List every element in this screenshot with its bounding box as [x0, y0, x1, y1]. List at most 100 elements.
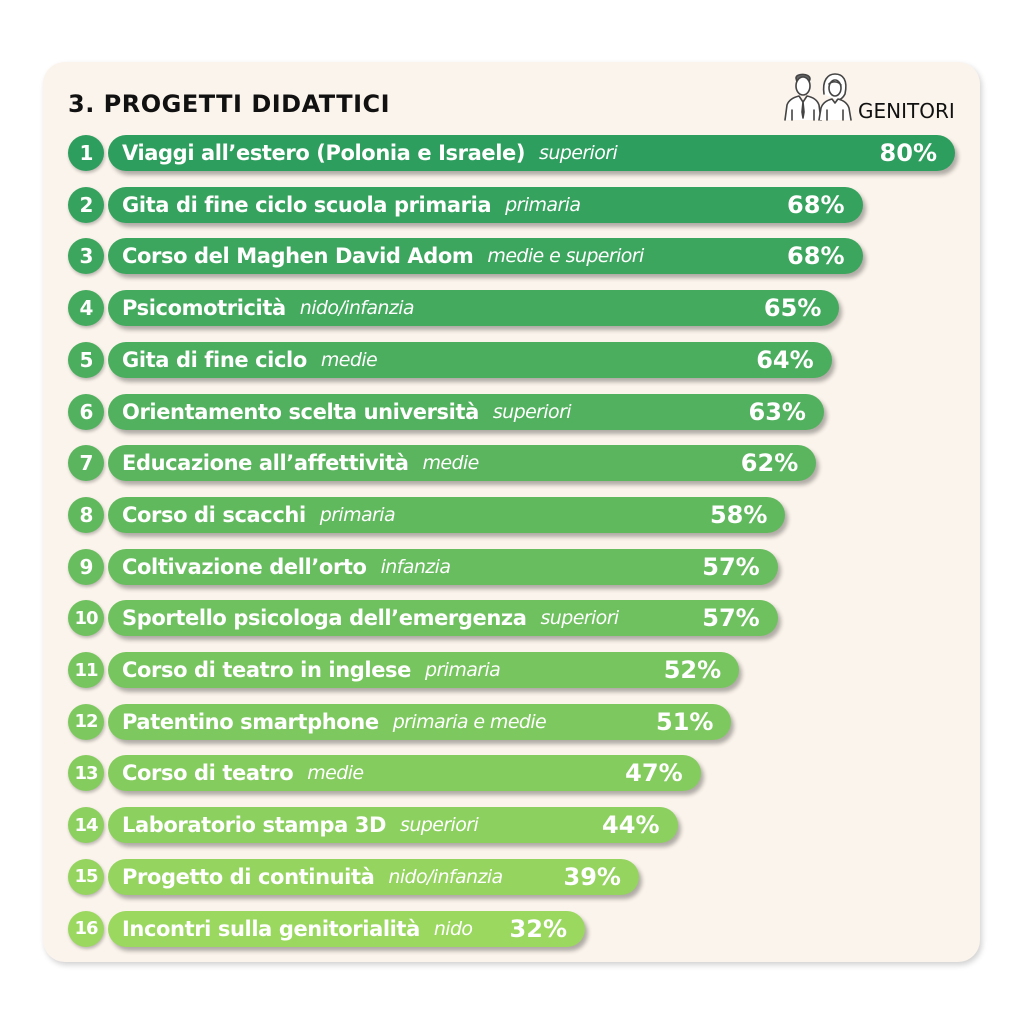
school-level-label: nido	[433, 917, 473, 940]
school-level-label: superiori	[540, 607, 620, 630]
category-label: Laboratorio stampa 3D	[122, 813, 387, 838]
school-level-label: superiori	[492, 400, 572, 423]
chart-title: 3. PROGETTI DIDATTICI	[68, 90, 391, 118]
bar	[108, 135, 955, 171]
bar-text: Corso di scacchi primaria	[122, 497, 396, 533]
bar-text: Gita di fine ciclo medie	[122, 342, 378, 378]
bar-text: Incontri sulla genitorialità nido	[122, 911, 473, 947]
category-label: Corso di scacchi	[122, 502, 306, 527]
bar-text: Gita di fine ciclo scuola primaria primar…	[122, 187, 581, 223]
school-level-label: superiori	[539, 142, 618, 164]
school-level-label: primaria	[505, 193, 581, 216]
value-label: 52%	[663, 656, 722, 684]
value-label: 58%	[709, 500, 768, 529]
school-level-label: primaria e medie	[392, 710, 547, 733]
bar	[108, 393, 824, 430]
bar	[108, 341, 832, 378]
category-label: Sportello psicologa dell’emergenza	[122, 606, 527, 631]
category-label: Psicomotricità	[122, 296, 286, 321]
school-level-label: primaria	[319, 503, 396, 526]
bar	[108, 186, 863, 223]
category-label: Coltivazione dell’orto	[122, 554, 367, 579]
bar	[108, 858, 639, 895]
bar-text: Corso di teatro medie	[122, 755, 364, 791]
bar	[108, 290, 840, 327]
rank-badge: 4	[68, 290, 104, 327]
school-level-label: nido/infanzia	[388, 865, 503, 888]
rank-badge: 15	[68, 858, 104, 895]
category-label: Orientamento scelta università	[122, 399, 479, 424]
bar-text: Patentino smartphone primaria e medie	[122, 704, 547, 740]
school-level-label: infanzia	[380, 555, 451, 578]
bar-text: Coltivazione dell’orto infanzia	[122, 549, 451, 585]
value-label: 64%	[756, 345, 814, 374]
bar	[108, 600, 778, 637]
bar	[108, 703, 732, 740]
school-level-label: medie	[307, 762, 364, 785]
rank-badge: 12	[68, 703, 104, 740]
bar-text: Progetto di continuità nido/infanzia	[122, 859, 503, 895]
rank-badge: 16	[68, 910, 104, 947]
value-label: 68%	[787, 242, 845, 271]
school-level-label: medie	[422, 452, 480, 475]
bar	[108, 445, 817, 482]
bar-text: Corso di teatro in inglese primaria	[122, 652, 501, 688]
rank-badge: 10	[68, 600, 104, 637]
bar-text: Viaggi all’estero (Polonia e Israele) sup…	[122, 135, 618, 171]
rank-badge: 11	[68, 652, 104, 688]
category-label: Corso di teatro in inglese	[122, 658, 411, 682]
rank-badge: 8	[68, 496, 104, 533]
category-label: Corso di teatro	[122, 761, 294, 786]
bar-text: Corso del Maghen David Adom medie e super…	[122, 238, 644, 274]
bar	[108, 910, 585, 947]
rank-badge: 2	[68, 186, 104, 223]
school-level-label: medie e superiori	[487, 245, 644, 268]
bar-text: Educazione all’affettività medie	[122, 445, 479, 481]
value-label: 57%	[702, 552, 760, 581]
rank-badge: 7	[68, 445, 104, 482]
audience-label: GENITORI	[858, 99, 955, 123]
school-level-label: superiori	[400, 814, 479, 837]
category-label: Gita di fine ciclo	[122, 347, 307, 372]
bar-text: Sportello psicologa dell’emergenza superi…	[122, 600, 619, 636]
rank-badge: 9	[68, 548, 104, 585]
bar	[108, 755, 701, 792]
bar	[108, 238, 863, 275]
value-label: 65%	[763, 294, 822, 323]
bar	[108, 496, 786, 533]
value-label: 63%	[748, 397, 806, 426]
category-label: Corso del Maghen David Adom	[122, 244, 474, 269]
value-label: 57%	[702, 604, 760, 633]
value-label: 51%	[656, 707, 714, 736]
rank-badge: 13	[68, 755, 104, 792]
rank-badge: 3	[68, 238, 104, 275]
category-label: Progetto di continuità	[122, 864, 375, 889]
bar-text: Psicomotricità nido/infanzia	[122, 290, 415, 326]
bar	[108, 807, 678, 844]
value-label: 39%	[563, 862, 621, 891]
rank-badge: 6	[68, 393, 104, 430]
category-label: Incontri sulla genitorialità	[122, 916, 420, 941]
bar-text: Laboratorio stampa 3D superiori	[122, 807, 479, 843]
value-label: 68%	[787, 190, 845, 219]
category-label: Viaggi all’estero (Polonia e Israele)	[122, 141, 526, 165]
category-label: Patentino smartphone	[122, 709, 379, 734]
value-label: 44%	[602, 811, 660, 840]
bar	[108, 548, 778, 585]
rank-badge: 5	[68, 341, 104, 378]
school-level-label: medie	[320, 348, 378, 371]
audience-tag: GENITORI	[782, 72, 957, 124]
value-label: 32%	[509, 914, 567, 943]
bar-text: Orientamento scelta università superiori	[122, 394, 572, 430]
bar	[108, 652, 740, 688]
category-label: Gita di fine ciclo scuola primaria	[122, 192, 492, 217]
parents-icon	[784, 73, 852, 121]
school-level-label: primaria	[424, 659, 501, 681]
category-label: Educazione all’affettività	[122, 451, 409, 476]
rank-badge: 1	[68, 135, 104, 171]
school-level-label: nido/infanzia	[299, 297, 415, 320]
value-label: 62%	[740, 449, 799, 478]
rank-badge: 14	[68, 807, 104, 844]
value-label: 80%	[879, 139, 937, 167]
value-label: 47%	[625, 759, 683, 788]
